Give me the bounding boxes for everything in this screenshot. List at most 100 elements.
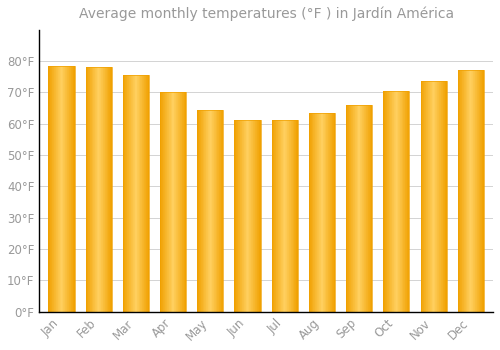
Bar: [476, 70, 477, 312]
Bar: [203, 110, 204, 312]
Bar: [50, 65, 51, 312]
Bar: [425, 81, 426, 312]
Bar: [49, 65, 50, 312]
Bar: [323, 113, 324, 312]
Bar: [435, 81, 436, 312]
Bar: [389, 91, 390, 312]
Bar: [470, 70, 472, 312]
Bar: [251, 120, 252, 312]
Bar: [297, 120, 298, 312]
Bar: [369, 105, 370, 312]
Bar: [272, 120, 297, 312]
Bar: [90, 67, 91, 312]
Bar: [363, 105, 364, 312]
Bar: [200, 110, 201, 312]
Bar: [346, 105, 347, 312]
Bar: [86, 67, 87, 312]
Bar: [247, 120, 248, 312]
Bar: [220, 110, 222, 312]
Bar: [296, 120, 297, 312]
Bar: [61, 65, 62, 312]
Bar: [327, 113, 328, 312]
Bar: [218, 110, 219, 312]
Bar: [55, 65, 56, 312]
Bar: [430, 81, 431, 312]
Bar: [210, 110, 211, 312]
Bar: [208, 110, 209, 312]
Bar: [393, 91, 394, 312]
Bar: [256, 120, 258, 312]
Bar: [148, 75, 149, 312]
Bar: [401, 91, 402, 312]
Bar: [170, 92, 171, 312]
Bar: [371, 105, 372, 312]
Bar: [51, 65, 52, 312]
Bar: [427, 81, 428, 312]
Bar: [209, 110, 210, 312]
Bar: [465, 70, 466, 312]
Bar: [288, 120, 290, 312]
Bar: [48, 65, 49, 312]
Bar: [259, 120, 260, 312]
Bar: [406, 91, 408, 312]
Bar: [356, 105, 357, 312]
Bar: [73, 65, 74, 312]
Bar: [169, 92, 170, 312]
Bar: [242, 120, 243, 312]
Bar: [458, 70, 459, 312]
Bar: [434, 81, 435, 312]
Bar: [405, 91, 406, 312]
Bar: [440, 81, 442, 312]
Bar: [357, 105, 358, 312]
Bar: [286, 120, 288, 312]
Bar: [52, 65, 53, 312]
Bar: [128, 75, 130, 312]
Bar: [104, 67, 105, 312]
Bar: [397, 91, 398, 312]
Bar: [424, 81, 425, 312]
Bar: [462, 70, 463, 312]
Bar: [123, 75, 149, 312]
Bar: [91, 67, 92, 312]
Bar: [87, 67, 88, 312]
Bar: [426, 81, 427, 312]
Bar: [392, 91, 393, 312]
Bar: [468, 70, 469, 312]
Bar: [54, 65, 55, 312]
Bar: [166, 92, 168, 312]
Bar: [313, 113, 314, 312]
Bar: [182, 92, 183, 312]
Bar: [273, 120, 274, 312]
Bar: [360, 105, 361, 312]
Bar: [250, 120, 251, 312]
Bar: [95, 67, 96, 312]
Bar: [178, 92, 179, 312]
Bar: [481, 70, 482, 312]
Bar: [127, 75, 128, 312]
Bar: [399, 91, 400, 312]
Bar: [93, 67, 94, 312]
Bar: [123, 75, 124, 312]
Bar: [244, 120, 245, 312]
Bar: [92, 67, 93, 312]
Bar: [70, 65, 72, 312]
Bar: [134, 75, 136, 312]
Bar: [94, 67, 95, 312]
Bar: [469, 70, 470, 312]
Bar: [100, 67, 102, 312]
Bar: [139, 75, 140, 312]
Bar: [144, 75, 145, 312]
Bar: [282, 120, 283, 312]
Bar: [320, 113, 322, 312]
Bar: [364, 105, 365, 312]
Bar: [204, 110, 205, 312]
Bar: [239, 120, 240, 312]
Bar: [433, 81, 434, 312]
Bar: [309, 113, 335, 312]
Bar: [57, 65, 58, 312]
Bar: [359, 105, 360, 312]
Bar: [479, 70, 480, 312]
Bar: [402, 91, 403, 312]
Bar: [368, 105, 369, 312]
Bar: [464, 70, 465, 312]
